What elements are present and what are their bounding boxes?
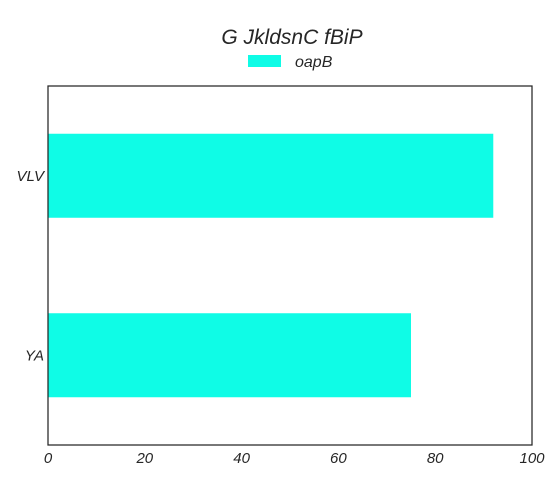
legend: oapB: [248, 54, 333, 71]
x-tick-label-40: 40: [233, 450, 250, 467]
x-tick-label-80: 80: [427, 450, 444, 467]
x-axis: 0 20 40 60 80 100: [44, 450, 545, 467]
bar-vlv: [48, 133, 494, 218]
x-tick-label-20: 20: [135, 450, 153, 467]
y-tick-label-vlv: VLV: [16, 168, 46, 185]
x-tick-label-60: 60: [330, 450, 347, 467]
plot-frame: [47, 85, 533, 446]
y-axis: VLV YA: [16, 168, 46, 365]
bars-layer: [48, 133, 494, 398]
legend-label: oapB: [295, 54, 333, 71]
bar-ya: [48, 313, 411, 398]
legend-swatch: [248, 55, 281, 67]
x-tick-label-100: 100: [519, 450, 545, 467]
chart-title: G JkldsnC fBiP: [221, 26, 362, 49]
y-tick-label-ya: YA: [25, 347, 44, 364]
x-tick-label-0: 0: [44, 450, 53, 467]
